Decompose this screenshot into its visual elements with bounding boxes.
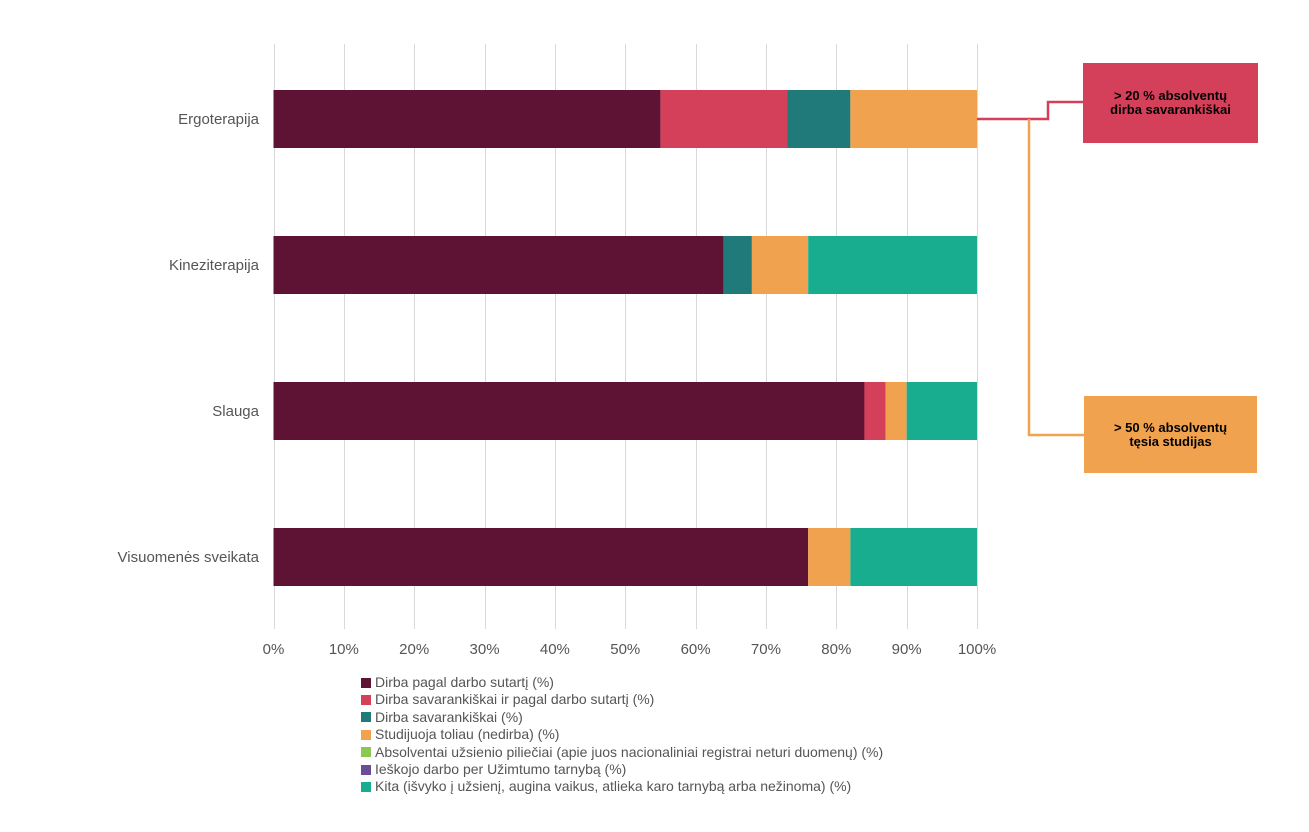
x-tick-label: 50% — [610, 641, 640, 658]
bar-segment — [885, 382, 907, 440]
annotation-line: > 50 % absolventų — [1113, 419, 1228, 435]
bar-segment — [906, 382, 977, 440]
bar-segment — [850, 90, 977, 148]
x-tick-label: 10% — [329, 641, 359, 658]
bar-segment — [808, 528, 851, 586]
legend-label: Absolventai užsienio piliečiai (apie juo… — [375, 743, 884, 760]
category-label: Ergoterapija — [178, 111, 260, 128]
legend-swatch — [361, 747, 371, 758]
x-tick-label: 60% — [681, 641, 711, 658]
category-labels: Ergoterapija Kineziterapija Slauga Visuomen… — [118, 111, 260, 566]
legend-label: Dirba savarankiškai (%) — [375, 708, 523, 725]
annotation-connectors — [977, 100, 1084, 437]
bar-segment — [808, 236, 977, 294]
x-tick-label: 100% — [958, 641, 996, 658]
annotation-self-employed: > 20 % absolventų dirba savarankiškai — [1083, 63, 1258, 143]
legend-item: Dirba pagal darbo sutartį (%) — [361, 674, 883, 691]
bar-segments — [273, 90, 977, 586]
legend-label: Kita (išvyko į užsienį, augina vaikus, a… — [375, 778, 852, 795]
legend-item: Dirba savarankiškai (%) — [361, 709, 883, 726]
bar-segment — [723, 236, 752, 294]
bar-segment — [850, 528, 977, 586]
x-tick-label: 70% — [751, 641, 781, 658]
category-label: Kineziterapija — [169, 257, 260, 274]
legend-label: Ieškojo darbo per Užimtumo tarnybą (%) — [375, 760, 627, 777]
bar-segment — [273, 382, 865, 440]
legend-swatch — [361, 764, 371, 775]
legend-item: Ieškojo darbo per Užimtumo tarnybą (%) — [361, 761, 883, 778]
annotation-studies: > 50 % absolventų tęsia studijas — [1084, 396, 1257, 473]
bar-segment — [660, 90, 788, 148]
legend-item: Absolventai užsienio piliečiai (apie juo… — [361, 744, 883, 761]
annotation-line: tęsia studijas — [1129, 433, 1212, 449]
legend-item: Kita (išvyko į užsienį, augina vaikus, a… — [361, 778, 883, 795]
bar-segment — [273, 90, 661, 148]
connector-self-employed — [977, 100, 1083, 121]
category-label: Slauga — [212, 403, 259, 420]
bar-segment — [273, 236, 724, 294]
bar-segment — [751, 236, 809, 294]
annotation-line: dirba savarankiškai — [1110, 102, 1231, 117]
x-tick-label: 20% — [399, 641, 429, 658]
legend-label: Dirba pagal darbo sutartį (%) — [375, 674, 554, 690]
x-tick-label: 80% — [821, 641, 851, 658]
x-tick-label: 40% — [540, 641, 570, 658]
legend-swatch — [361, 782, 371, 793]
x-tick-labels: 0% 10% 20% 30% 40% 50% 60% 70% 80% 90% 100% — [263, 641, 997, 658]
bar-segment — [864, 382, 886, 440]
legend-label: Dirba savarankiškai ir pagal darbo sutar… — [375, 691, 655, 708]
bar-segment — [787, 90, 851, 148]
annotation-line: > 20 % absolventų — [1113, 88, 1228, 103]
legend-swatch — [361, 695, 371, 706]
x-tick-label: 90% — [892, 641, 922, 658]
connector-studies — [1027, 119, 1084, 437]
legend: Dirba pagal darbo sutartį (%) Dirba savar… — [361, 674, 883, 796]
legend-swatch — [361, 729, 371, 740]
legend-swatch — [361, 677, 371, 688]
bar-segment — [273, 528, 809, 586]
legend-item: Dirba savarankiškai ir pagal darbo sutar… — [361, 691, 883, 708]
category-label: Visuomenės sveikata — [118, 549, 260, 566]
legend-swatch — [361, 712, 371, 723]
x-tick-label: 30% — [470, 641, 500, 658]
legend-label: Studijuoja toliau (nedirba) (%) — [375, 726, 560, 743]
x-tick-label: 0% — [263, 641, 285, 658]
legend-item: Studijuoja toliau (nedirba) (%) — [361, 726, 883, 743]
